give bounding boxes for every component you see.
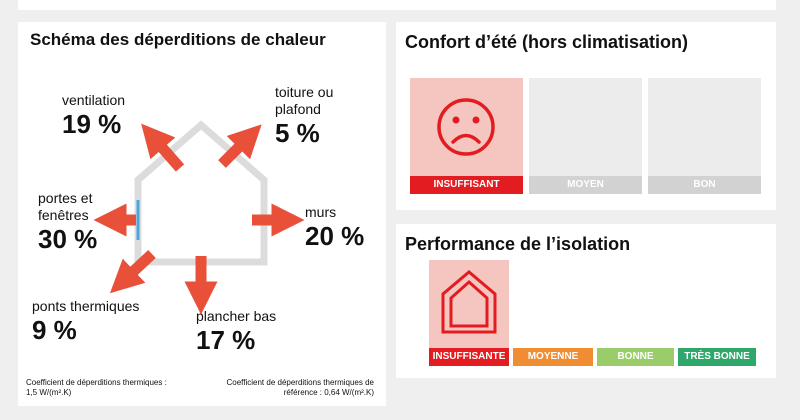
insulation-level-good: BONNE xyxy=(597,348,674,366)
summer-level-medium: MOYEN xyxy=(529,78,642,194)
summer-level-good: BON xyxy=(648,78,761,194)
insulation-selected-highlight xyxy=(429,260,509,348)
insulation-title: Performance de l’isolation xyxy=(405,234,631,254)
loss-label: ponts thermiques xyxy=(32,298,140,314)
loss-doors-windows: portes et fenêtres 30 % xyxy=(38,190,97,254)
summer-level-label: INSUFFISANT xyxy=(410,176,523,194)
house-heat-loss-diagram xyxy=(93,120,305,315)
loss-walls: murs 20 % xyxy=(305,204,364,251)
insulation-level-insufficient: INSUFFISANTE xyxy=(429,348,509,366)
heat-loss-panel: Schéma des déperditions de chaleur venti… xyxy=(18,22,386,406)
loss-percent: 5 % xyxy=(275,118,320,148)
sad-face-icon xyxy=(437,98,495,156)
loss-label: toiture ou plafond xyxy=(275,84,334,117)
bridges-arrow xyxy=(109,249,156,294)
summer-level-label: MOYEN xyxy=(529,176,642,194)
top-panel-edge xyxy=(18,0,776,10)
loss-percent: 19 % xyxy=(62,109,122,139)
loss-thermal-bridges: ponts thermiques 9 % xyxy=(32,298,139,345)
loss-percent: 30 % xyxy=(38,224,98,254)
summer-comfort-panel: Confort d’été (hors climatisation) INSUF… xyxy=(396,22,776,210)
loss-label: murs xyxy=(305,204,337,220)
loss-percent: 20 % xyxy=(305,221,365,251)
insulation-level-very-good: TRÈS BONNE xyxy=(678,348,756,366)
ventilation-arrow xyxy=(141,123,185,172)
summer-level-label: BON xyxy=(648,176,761,194)
loss-percent: 9 % xyxy=(32,315,77,345)
loss-label: portes et fenêtres xyxy=(38,190,93,223)
loss-floor: plancher bas 17 % xyxy=(196,308,276,355)
house-outline-icon xyxy=(441,270,497,334)
roof-arrow xyxy=(218,124,262,168)
insulation-level-medium: MOYENNE xyxy=(513,348,593,366)
reference-coefficient-text: Coefficient de déperditions thermiques d… xyxy=(226,378,375,397)
loss-roof: toiture ou plafond 5 % xyxy=(275,84,333,148)
summer-comfort-title: Confort d’été (hors climatisation) xyxy=(405,32,689,52)
loss-label: plancher bas xyxy=(196,308,277,324)
insulation-panel: Performance de l’isolation INSUFFISANTE … xyxy=(396,224,776,378)
coefficient-text: Coefficient de déperditions thermiques :… xyxy=(26,378,167,397)
summer-level-insufficient: INSUFFISANT xyxy=(410,78,523,194)
loss-label: ventilation xyxy=(62,92,126,108)
loss-ventilation: ventilation 19 % xyxy=(62,92,125,139)
heat-loss-title: Schéma des déperditions de chaleur xyxy=(30,30,326,49)
loss-percent: 17 % xyxy=(196,325,256,355)
